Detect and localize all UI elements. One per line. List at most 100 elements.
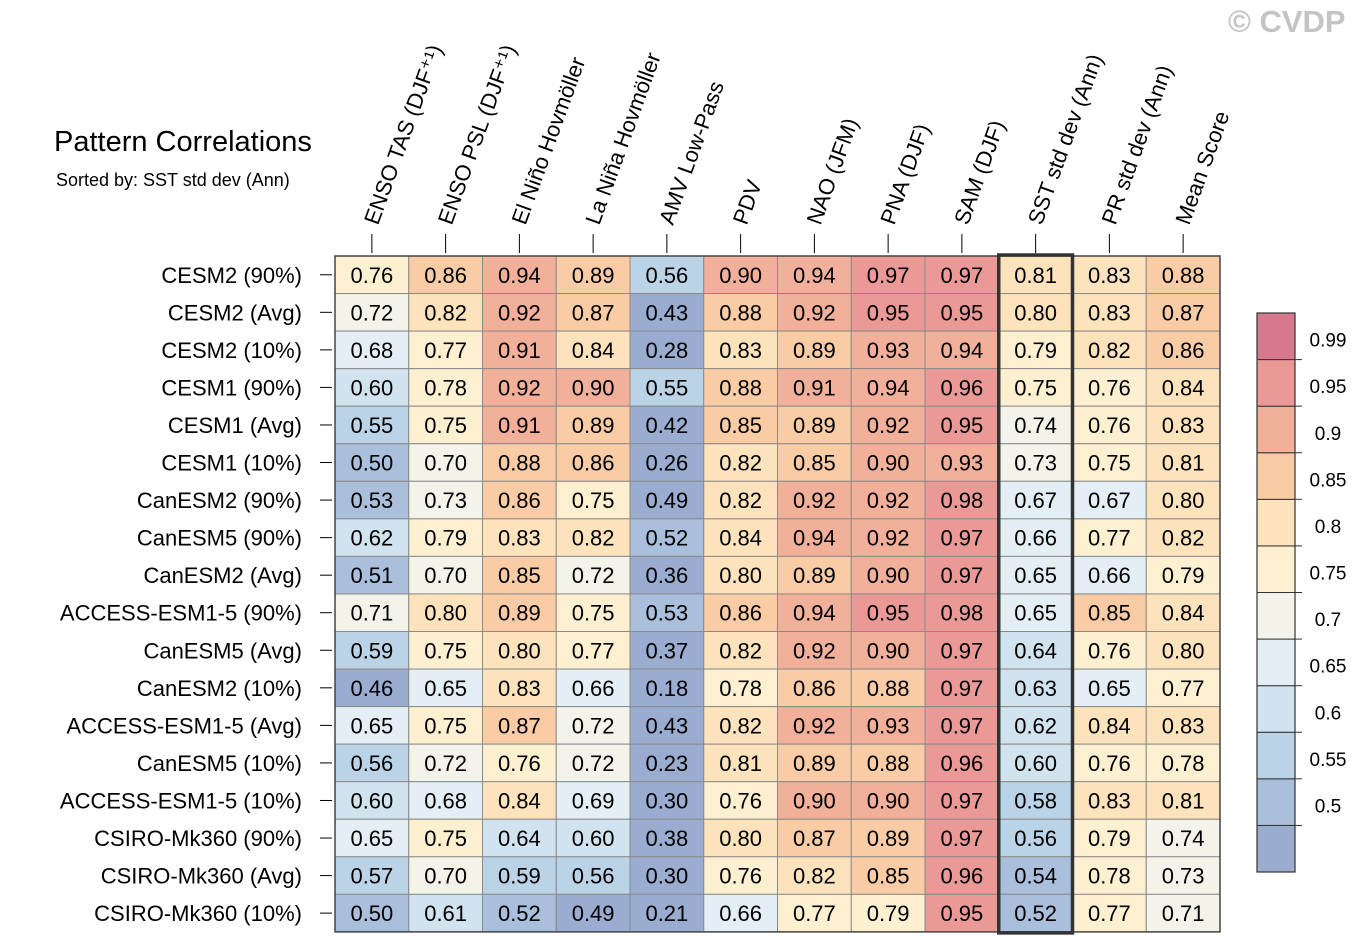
- heatmap-cell: [1072, 293, 1147, 332]
- heatmap-cell: [1145, 668, 1221, 708]
- cell-value: 0.84: [572, 338, 615, 363]
- cell-value: 0.93: [867, 713, 910, 738]
- cell-value: 0.92: [793, 638, 836, 663]
- cell-value: 0.72: [572, 751, 615, 776]
- heatmap-cell: [482, 668, 557, 708]
- heatmap-cell: [629, 668, 705, 708]
- cell-value: 0.88: [719, 375, 762, 400]
- cell-value: 0.56: [572, 864, 615, 889]
- row-label: CanESM2 (Avg): [143, 563, 302, 588]
- heatmap-cell: [777, 706, 852, 745]
- cell-value: 0.86: [793, 676, 836, 701]
- heatmap-cell: [703, 856, 778, 895]
- cell-value: 0.89: [793, 413, 836, 438]
- cell-value: 0.96: [940, 751, 983, 776]
- cell-value: 0.57: [350, 864, 393, 889]
- heatmap-cell: [482, 781, 557, 820]
- heatmap-cell: [1072, 443, 1147, 482]
- cell-value: 0.78: [1162, 751, 1205, 776]
- heatmap-cell: [777, 443, 852, 482]
- heatmap-cell: [408, 668, 483, 708]
- cell-value: 0.77: [424, 338, 467, 363]
- cell-value: 0.89: [793, 338, 836, 363]
- cell-value: 0.79: [424, 526, 467, 551]
- cell-value: 0.89: [793, 563, 836, 588]
- cell-value: 0.82: [719, 638, 762, 663]
- heatmap-cell: [703, 443, 778, 482]
- cell-value: 0.50: [350, 901, 393, 926]
- cell-value: 0.80: [1162, 488, 1205, 513]
- heatmap-cell: [408, 443, 483, 482]
- cell-value: 0.84: [1162, 601, 1205, 626]
- heatmap-cell: [998, 856, 1073, 895]
- cell-value: 0.77: [1088, 526, 1131, 551]
- cell-value: 0.55: [645, 375, 688, 400]
- cell-value: 0.62: [350, 526, 393, 551]
- heatmap-cell: [703, 480, 778, 520]
- colorbar-swatch: [1256, 359, 1296, 407]
- heatmap-cell: [555, 555, 631, 595]
- column-label: La Niña Hovmöller: [580, 49, 665, 228]
- heatmap-cell: [924, 293, 1000, 332]
- heatmap-cell: [1072, 818, 1147, 858]
- cell-value: 0.63: [1014, 676, 1057, 701]
- cell-value: 0.92: [793, 300, 836, 325]
- cell-value: 0.83: [1088, 300, 1131, 325]
- cell-value: 0.87: [572, 300, 615, 325]
- cell-value: 0.85: [1088, 601, 1131, 626]
- row-label: CanESM2 (10%): [137, 676, 302, 701]
- cell-value: 0.87: [793, 826, 836, 851]
- colorbar-swatch: [1256, 778, 1296, 826]
- cell-value: 0.70: [424, 563, 467, 588]
- heatmap-cell: [850, 743, 926, 783]
- cell-value: 0.73: [424, 488, 467, 513]
- cell-value: 0.93: [867, 338, 910, 363]
- heatmap-cell: [482, 631, 557, 670]
- heatmap-cell: [924, 668, 1000, 708]
- heatmap-cell: [629, 518, 705, 557]
- cell-value: 0.68: [350, 338, 393, 363]
- heatmap-cell: [334, 368, 410, 407]
- cell-value: 0.70: [424, 864, 467, 889]
- cell-value: 0.80: [719, 826, 762, 851]
- heatmap-cell: [1072, 593, 1147, 633]
- heatmap-cell: [1072, 668, 1147, 708]
- cell-value: 0.97: [940, 788, 983, 813]
- heatmap-cell: [850, 443, 926, 482]
- heatmap-cell: [482, 856, 557, 895]
- watermark: © CVDP: [1228, 4, 1346, 39]
- heatmap-cell: [555, 330, 631, 370]
- colorbar-label: 0.95: [1310, 377, 1347, 398]
- heatmap-cell: [408, 593, 483, 633]
- row-label: CESM2 (Avg): [168, 300, 302, 325]
- cell-value: 0.26: [645, 451, 688, 476]
- cell-value: 0.95: [940, 300, 983, 325]
- cell-value: 0.74: [1014, 413, 1057, 438]
- cell-value: 0.62: [1014, 713, 1057, 738]
- heatmap-cell: [482, 330, 557, 370]
- cell-value: 0.73: [1014, 451, 1057, 476]
- cell-value: 0.83: [1162, 713, 1205, 738]
- heatmap-cell: [334, 555, 410, 595]
- column-label: SAM (DJF): [949, 117, 1010, 228]
- heatmap-cell: [777, 368, 852, 407]
- heatmap-cell: [777, 293, 852, 332]
- cell-value: 0.65: [1014, 601, 1057, 626]
- heatmap-cell: [555, 743, 631, 783]
- cell-value: 0.75: [1088, 451, 1131, 476]
- heatmap-cell: [850, 518, 926, 557]
- heatmap-cell: [334, 330, 410, 370]
- cell-value: 0.76: [1088, 413, 1131, 438]
- colorbar-swatch: [1256, 312, 1296, 361]
- colorbar-label: 0.5: [1315, 796, 1341, 817]
- heatmap-cell: [998, 555, 1073, 595]
- heatmap-cell: [334, 781, 410, 820]
- cell-value: 0.94: [867, 375, 910, 400]
- heatmap-cell: [703, 368, 778, 407]
- heatmap-cell: [777, 593, 852, 633]
- cell-value: 0.92: [498, 375, 541, 400]
- heatmap-cell: [1072, 518, 1147, 557]
- cell-value: 0.95: [867, 601, 910, 626]
- column-label: AMV Low-Pass: [654, 78, 729, 228]
- cell-value: 0.66: [1014, 526, 1057, 551]
